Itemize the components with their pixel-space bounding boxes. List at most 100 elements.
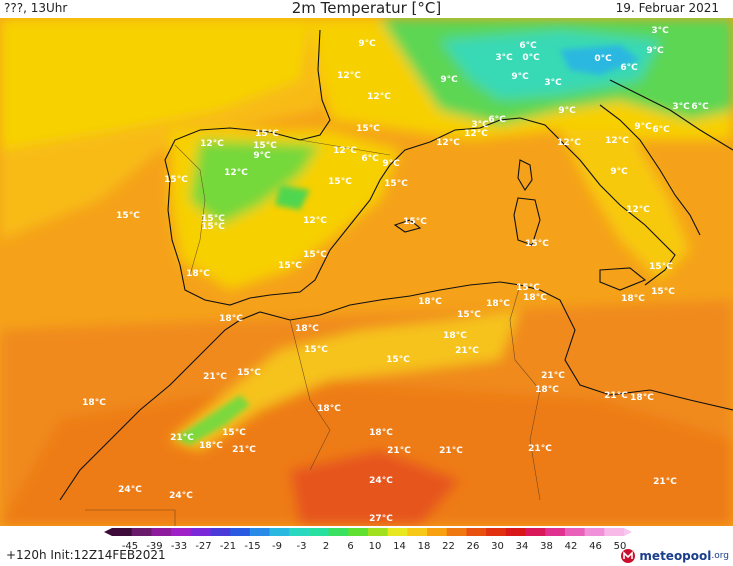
coastlines <box>59 29 733 501</box>
temp-label: 18°C <box>295 324 319 334</box>
field-atlas <box>170 310 520 450</box>
temperature-labels: 9°C12°C12°C15°C6°C3°C 0°C 0°C6°C9°C3°C9°C 9… <box>82 26 709 524</box>
legend-swatch <box>210 528 231 536</box>
temp-label: 21°C <box>387 446 411 456</box>
legend-swatch <box>584 528 605 536</box>
temp-label: 9°C <box>440 75 458 85</box>
field-biscay-yellow <box>0 18 310 150</box>
temp-label: 6°C <box>519 41 537 51</box>
color-legend: -45 -39 -33 -27 -21 -15 -9 -3 2 6 10 14 18 22 26 30 34 38… <box>104 528 632 552</box>
temp-label: 18°C <box>82 398 106 408</box>
temp-label: 15°C <box>222 428 246 438</box>
field-atlas-green <box>175 395 250 445</box>
temp-label: 15°C <box>201 214 225 224</box>
forecast-date: 19. Februar 2021 <box>615 1 719 15</box>
temp-label: 15°C <box>525 239 549 249</box>
coast-italy-east <box>599 104 701 236</box>
meteopool-icon <box>621 549 636 563</box>
legend-tick-label: -39 <box>146 541 162 552</box>
temp-label: 12°C <box>626 205 650 215</box>
temp-label: 18°C <box>486 299 510 309</box>
temp-label: 27°C <box>369 514 393 524</box>
temp-label: 12°C <box>200 139 224 149</box>
temp-label: 15°C <box>278 261 302 271</box>
legend-tick-label: 14 <box>393 541 406 552</box>
temp-label: 9°C <box>253 151 271 161</box>
temp-label: 15°C <box>255 129 279 139</box>
legend-swatch <box>151 528 172 536</box>
temp-label: 12°C <box>303 216 327 226</box>
temp-label: 6°C <box>691 102 709 112</box>
coast-italy-west <box>519 117 676 286</box>
temp-label: 9°C <box>358 39 376 49</box>
temp-label: 15°C <box>386 355 410 365</box>
temp-label: 21°C <box>232 445 256 455</box>
temp-label: 24°C <box>118 485 142 495</box>
legend-tick-label: 6 <box>347 541 353 552</box>
temp-label: 15°C <box>457 310 481 320</box>
border-morocco-algeria <box>289 319 331 471</box>
brand-logo[interactable]: meteopool .org <box>620 547 729 565</box>
temp-label: 18°C <box>219 314 243 324</box>
brand-suffix: .org <box>711 551 729 561</box>
legend-swatch <box>545 528 566 536</box>
temp-label: 6°C <box>361 154 379 164</box>
temp-label: 15°C <box>164 175 188 185</box>
temp-label: 21°C <box>203 372 227 382</box>
temp-label: 9°C <box>511 72 529 82</box>
border-pyrenees <box>299 139 391 156</box>
legend-swatch <box>230 528 251 536</box>
temp-label: 15°C <box>516 283 540 293</box>
temp-label: 15°C <box>651 287 675 297</box>
legend-swatch <box>407 528 428 536</box>
temp-label: 6°C <box>652 125 670 135</box>
coast-sardinia <box>513 197 541 246</box>
temp-label: 18°C <box>535 385 559 395</box>
coast-sicily <box>599 267 647 291</box>
temp-label: 9°C <box>610 167 628 177</box>
brand-name: meteopool <box>639 549 712 563</box>
temp-label: 12°C <box>605 136 629 146</box>
legend-tick-label: 50 <box>614 541 627 552</box>
legend-swatch <box>249 528 271 536</box>
legend-tick-label: 38 <box>540 541 553 552</box>
temp-label: 12°C <box>333 146 357 156</box>
border-algeria-tunisia <box>509 284 541 391</box>
temp-label: 21°C <box>455 346 479 356</box>
legend-tick-label: 10 <box>369 541 382 552</box>
temp-label: 15°C <box>384 179 408 189</box>
legend-tick-label: 46 <box>589 541 602 552</box>
temp-label: 15°C <box>116 211 140 221</box>
temp-label: 15°C <box>237 368 261 378</box>
temp-label: 15°C <box>253 141 277 151</box>
temp-label: 3°C <box>471 120 489 130</box>
legend-swatch <box>525 528 546 536</box>
legend-swatch <box>190 528 211 536</box>
init-time: +120h Init:12Z14FEB2021 <box>6 548 166 562</box>
legend-swatch <box>112 528 133 536</box>
temp-label: 12°C <box>557 138 581 148</box>
legend-tick-label: 18 <box>418 541 431 552</box>
temp-label: 3°C <box>651 26 669 36</box>
legend-ticks: -45 -39 -33 -27 -21 -15 -9 -3 2 6 10 14 18 22 26 30 34 38… <box>122 541 627 552</box>
temp-label: 18°C <box>621 294 645 304</box>
temp-label: 21°C <box>439 446 463 456</box>
legend-tick-label: 22 <box>442 541 455 552</box>
coast-corsica <box>517 159 533 192</box>
legend-tick-label: -45 <box>122 541 138 552</box>
temp-label: 3°C <box>672 102 690 112</box>
legend-tick-label: 42 <box>565 541 578 552</box>
temp-label: 18°C <box>317 404 341 414</box>
temp-label: 12°C <box>464 129 488 139</box>
legend-swatch <box>604 528 625 536</box>
coast-balearic <box>393 219 422 233</box>
legend-tick-label: 34 <box>516 541 529 552</box>
legend-swatch <box>505 528 527 536</box>
coast-france-atlantic <box>299 29 331 141</box>
temp-label: 21°C <box>170 433 194 443</box>
temp-label: 15°C <box>356 124 380 134</box>
border-western-sahara <box>85 509 176 526</box>
temp-label: 9°C <box>382 159 400 169</box>
legend-swatch <box>446 528 467 536</box>
coast-africa <box>59 281 733 501</box>
